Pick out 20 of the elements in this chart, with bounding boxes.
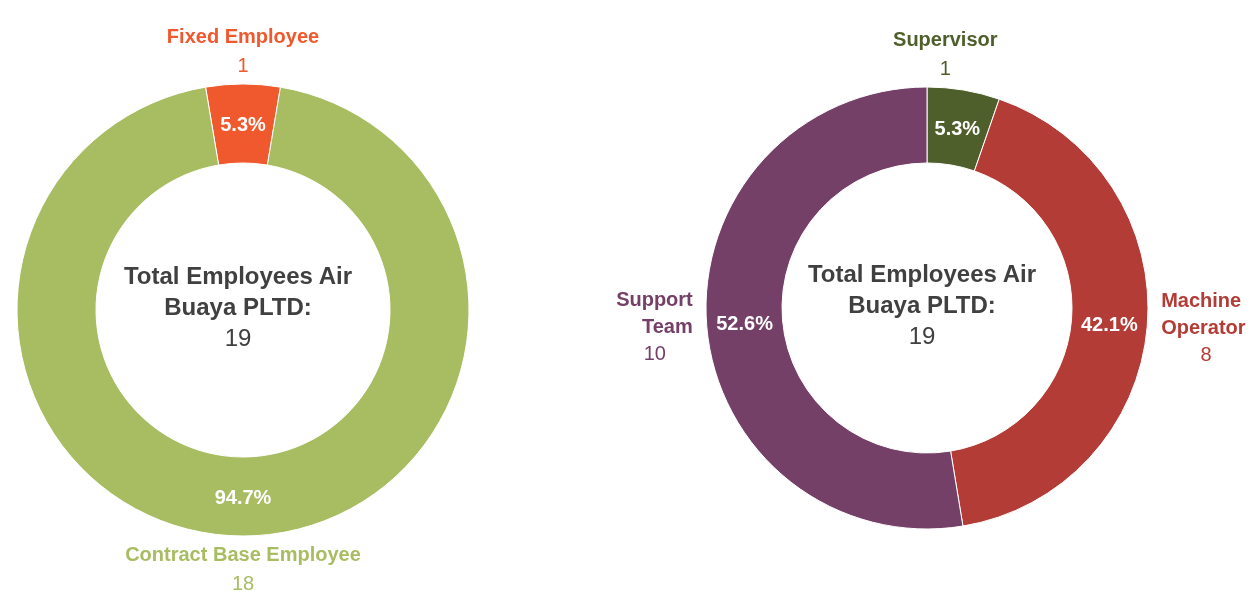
slice-label: Fixed Employee xyxy=(166,25,320,47)
slice-label: Machine Operator xyxy=(1161,288,1246,338)
text: Total Employees Air Buaya PLTD: xyxy=(806,259,1038,320)
text: 18 xyxy=(231,572,255,593)
text: Total Employees Air Buaya PLTD: xyxy=(122,261,354,322)
data-label: 94.7% xyxy=(214,485,272,508)
data-label: 5.3% xyxy=(934,116,981,139)
text: 1 xyxy=(237,54,249,76)
slice-label: Contract Base Employee xyxy=(125,543,361,565)
data-label: 42.1% xyxy=(1080,312,1138,335)
slice-label: Support Team xyxy=(616,288,694,338)
text: 10 xyxy=(643,342,666,365)
slice-label: Supervisor xyxy=(893,28,998,50)
text: 19 xyxy=(223,323,253,353)
text: 19 xyxy=(907,321,937,351)
donut-slice xyxy=(16,86,470,537)
text: 1 xyxy=(939,57,951,79)
text: 8 xyxy=(1200,342,1212,365)
data-label: 52.6% xyxy=(716,311,774,334)
data-label: 5.3% xyxy=(220,112,267,135)
